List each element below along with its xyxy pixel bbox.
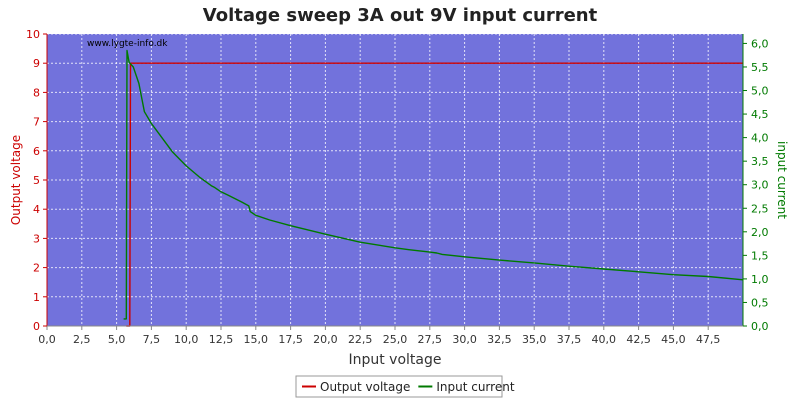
- axes: 0,0 2,5 5,0 7,5 10,0 12,5 15,0 17,5 20,0 22,5 25,0…: [26, 28, 769, 346]
- x-tick-label: 27,5: [418, 333, 443, 346]
- y-left-tick-label: 9: [33, 57, 40, 70]
- y-left-tick-label: 0: [33, 320, 40, 333]
- x-tick-label: 15,0: [244, 333, 269, 346]
- x-tick-label: 0,0: [38, 333, 56, 346]
- y-left-tick-label: 8: [33, 86, 40, 99]
- x-tick-label: 2,5: [73, 333, 91, 346]
- y-left-tick-label: 5: [33, 174, 40, 187]
- x-tick-label: 25,0: [383, 333, 408, 346]
- x-tick-label: 17,5: [278, 333, 303, 346]
- x-tick-label: 22,5: [348, 333, 373, 346]
- y-right-tick-label: 6,0: [751, 37, 769, 50]
- y-right-tick-label: 4,5: [751, 108, 769, 121]
- y-right-tick-label: 2,0: [751, 226, 769, 239]
- y-right-tick-label: 5,5: [751, 61, 769, 74]
- x-tick-label: 20,0: [313, 333, 338, 346]
- x-tick-label: 30,0: [452, 333, 477, 346]
- legend: Output voltage Input current: [295, 375, 515, 398]
- y-right-tick-label: 5,0: [751, 85, 769, 98]
- y-right-tick-label: 3,5: [751, 155, 769, 168]
- y-right-tick-label: 1,5: [751, 249, 769, 262]
- legend-label: Input current: [436, 380, 514, 394]
- y-left-tick-label: 6: [33, 145, 40, 158]
- y-left-tick-label: 10: [26, 28, 40, 41]
- x-tick-label: 42,5: [626, 333, 651, 346]
- y-left-tick-label: 2: [33, 262, 40, 275]
- y-right-tick-label: 3,0: [751, 179, 769, 192]
- series-line-input-current: [123, 49, 744, 320]
- x-tick-label: 47,5: [696, 333, 721, 346]
- y-right-tick-label: 4,0: [751, 132, 769, 145]
- watermark: www.lygte-info.dk: [87, 39, 168, 49]
- legend-label: Output voltage: [320, 380, 410, 394]
- y-axis-right-label: input current: [775, 141, 789, 219]
- y-right-tick-label: 0,0: [751, 320, 769, 333]
- x-tick-label: 35,0: [522, 333, 547, 346]
- legend-box: [295, 375, 503, 398]
- y-left-tick-label: 1: [33, 291, 40, 304]
- y-right-tick-label: 0,5: [751, 296, 769, 309]
- y-left-tick-label: 4: [33, 203, 40, 216]
- x-tick-label: 45,0: [661, 333, 686, 346]
- x-tick-label: 12,5: [209, 333, 234, 346]
- series-layer: [123, 49, 744, 327]
- x-tick-label: 5,0: [108, 333, 126, 346]
- y-axis-left-label: Output voltage: [9, 135, 23, 225]
- x-tick-label: 40,0: [592, 333, 617, 346]
- grid: [46, 33, 743, 327]
- x-tick-label: 37,5: [557, 333, 582, 346]
- x-tick-label: 32,5: [487, 333, 512, 346]
- y-left-tick-label: 7: [33, 116, 40, 129]
- series-line-output-voltage: [126, 62, 743, 327]
- x-axis-label: Input voltage: [348, 352, 441, 368]
- x-tick-label: 10,0: [174, 333, 199, 346]
- y-left-tick-label: 3: [33, 232, 40, 245]
- x-tick-label: 7,5: [143, 333, 161, 346]
- chart-title: Voltage sweep 3A out 9V input current: [203, 5, 598, 26]
- y-right-tick-label: 2,5: [751, 202, 769, 215]
- y-right-tick-label: 1,0: [751, 273, 769, 286]
